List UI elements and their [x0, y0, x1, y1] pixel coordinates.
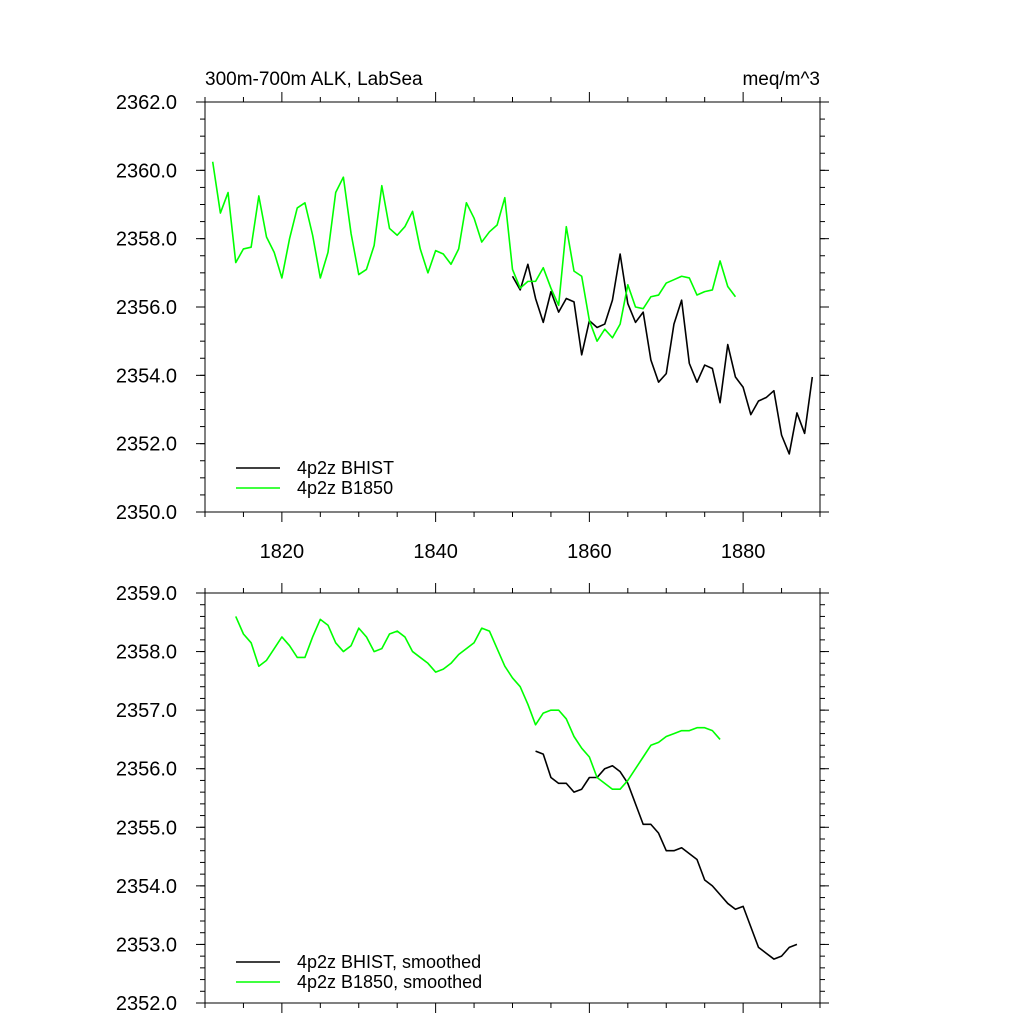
y-tick-label: 2357.0 — [116, 700, 177, 722]
y-tick-label: 2354.0 — [116, 365, 177, 387]
bottom-panel: 2352.0 2353.0 2354.0 2355.0 2356.0 2357.0 2358… — [116, 583, 829, 1015]
x-tick-label: 1820 — [260, 541, 305, 563]
y-tick-label: 2352.0 — [116, 434, 177, 456]
legend-label: 4p2z BHIST — [297, 458, 394, 478]
chart-title: 300m-700m ALK, LabSea — [205, 69, 423, 90]
y-tick-label: 2358.0 — [116, 229, 177, 251]
y-tick-label: 2359.0 — [116, 583, 177, 605]
y-tick-label: 2354.0 — [116, 876, 177, 898]
y-tick-label: 2356.0 — [116, 297, 177, 319]
y-tick-label: 2356.0 — [116, 759, 177, 781]
y-tick-label: 2350.0 — [116, 502, 177, 524]
series-line — [511, 253, 814, 455]
y-tick-label: 2355.0 — [116, 817, 177, 839]
legend-label: 4p2z BHIST, smoothed — [297, 952, 481, 972]
legend-label: 4p2z B1850, smoothed — [297, 972, 482, 992]
y-tick-label: 2362.0 — [116, 92, 177, 114]
series-line — [535, 750, 798, 960]
y-tick-label: 2353.0 — [116, 934, 177, 956]
y-tick-label: 2358.0 — [116, 642, 177, 664]
legend-label: 4p2z B1850 — [297, 478, 393, 498]
plot-frame — [204, 101, 821, 513]
top-panel: 2350.0 2352.0 2354.0 2356.0 2358.0 2360.0 2362… — [116, 69, 829, 563]
plot-frame — [204, 592, 821, 1004]
units-label: meq/m^3 — [742, 69, 820, 90]
y-tick-label: 2360.0 — [116, 160, 177, 182]
series-line — [235, 616, 721, 791]
series-line — [211, 161, 737, 342]
y-tick-label: 2352.0 — [116, 993, 177, 1015]
x-tick-label: 1860 — [567, 541, 612, 563]
x-tick-label: 1880 — [721, 541, 766, 563]
x-tick-label: 1840 — [413, 541, 458, 563]
